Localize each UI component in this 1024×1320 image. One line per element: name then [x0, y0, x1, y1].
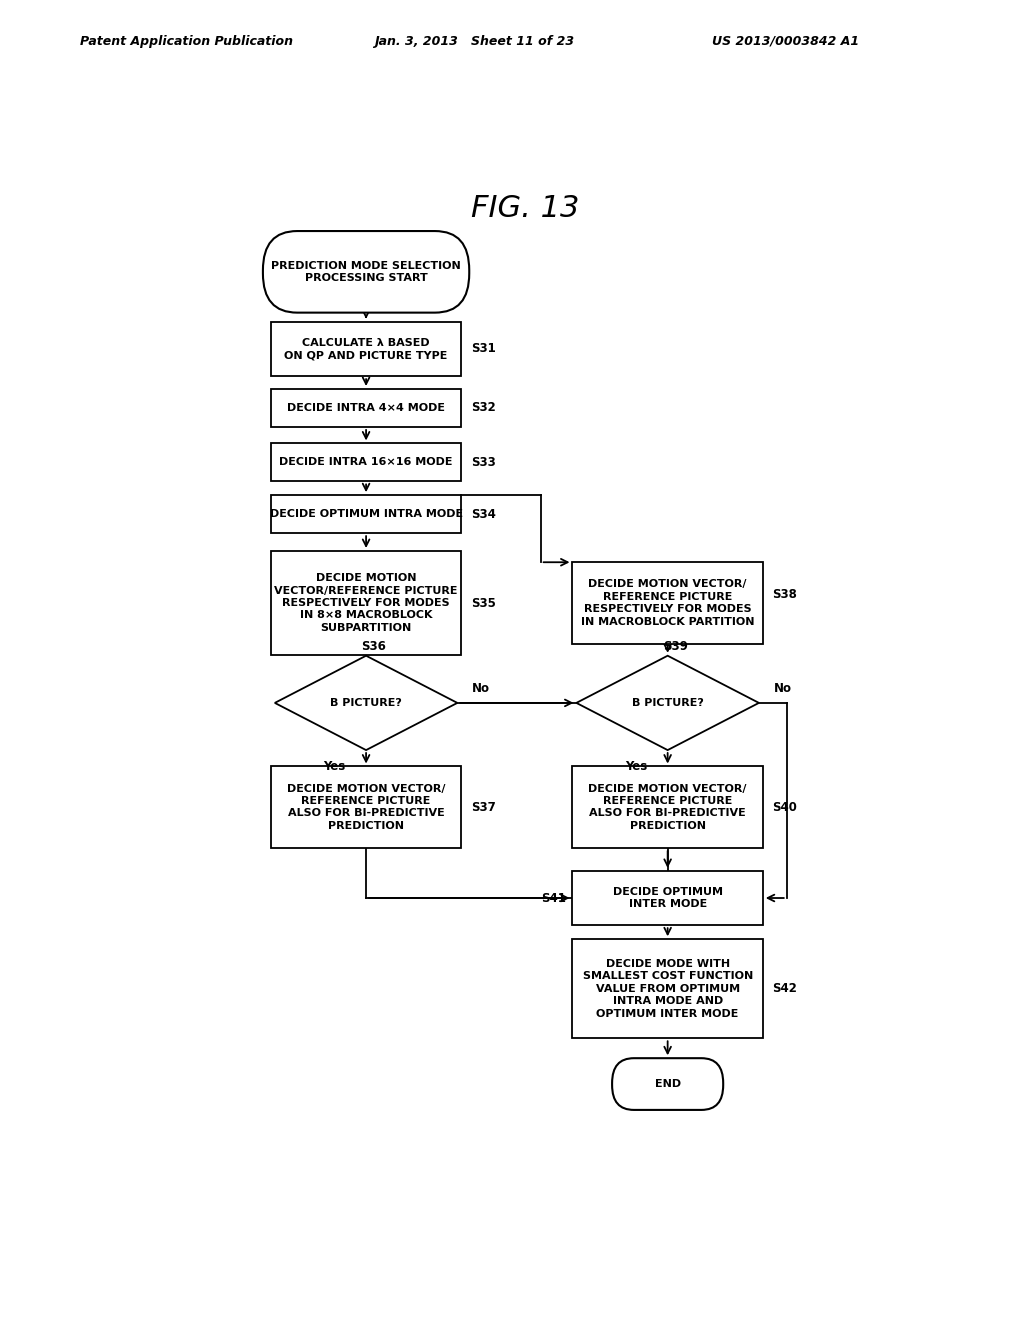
FancyBboxPatch shape — [270, 550, 461, 655]
Text: Yes: Yes — [324, 760, 345, 774]
FancyBboxPatch shape — [612, 1059, 723, 1110]
FancyBboxPatch shape — [572, 871, 763, 925]
Text: Yes: Yes — [625, 760, 647, 774]
Text: S41: S41 — [541, 891, 565, 904]
Text: S40: S40 — [772, 801, 798, 813]
Text: DECIDE MODE WITH
SMALLEST COST FUNCTION
VALUE FROM OPTIMUM
INTRA MODE AND
OPTIMU: DECIDE MODE WITH SMALLEST COST FUNCTION … — [583, 958, 753, 1019]
FancyBboxPatch shape — [270, 444, 461, 482]
Text: S39: S39 — [664, 640, 688, 653]
Text: S38: S38 — [772, 587, 798, 601]
Text: No: No — [472, 682, 490, 694]
Text: US 2013/0003842 A1: US 2013/0003842 A1 — [712, 34, 859, 48]
Text: DECIDE INTRA 16×16 MODE: DECIDE INTRA 16×16 MODE — [280, 458, 453, 467]
FancyBboxPatch shape — [572, 562, 763, 644]
Text: CALCULATE λ BASED
ON QP AND PICTURE TYPE: CALCULATE λ BASED ON QP AND PICTURE TYPE — [285, 338, 447, 360]
Text: END: END — [654, 1078, 681, 1089]
Text: DECIDE MOTION VECTOR/
REFERENCE PICTURE
ALSO FOR BI-PREDICTIVE
PREDICTION: DECIDE MOTION VECTOR/ REFERENCE PICTURE … — [589, 784, 746, 830]
Text: S42: S42 — [772, 982, 798, 995]
Text: DECIDE MOTION VECTOR/
REFERENCE PICTURE
ALSO FOR BI-PREDICTIVE
PREDICTION: DECIDE MOTION VECTOR/ REFERENCE PICTURE … — [287, 784, 445, 830]
Text: DECIDE OPTIMUM
INTER MODE: DECIDE OPTIMUM INTER MODE — [612, 887, 723, 909]
Text: S32: S32 — [471, 401, 496, 414]
Text: S35: S35 — [471, 597, 496, 610]
Text: DECIDE OPTIMUM INTRA MODE: DECIDE OPTIMUM INTRA MODE — [269, 510, 463, 519]
Text: PREDICTION MODE SELECTION
PROCESSING START: PREDICTION MODE SELECTION PROCESSING STA… — [271, 260, 461, 282]
Text: S34: S34 — [471, 508, 496, 520]
FancyBboxPatch shape — [572, 940, 763, 1039]
Text: FIG. 13: FIG. 13 — [471, 194, 579, 223]
FancyBboxPatch shape — [270, 767, 461, 849]
Text: DECIDE MOTION
VECTOR/REFERENCE PICTURE
RESPECTIVELY FOR MODES
IN 8×8 MACROBLOCK
: DECIDE MOTION VECTOR/REFERENCE PICTURE R… — [274, 573, 458, 632]
Text: S33: S33 — [471, 455, 496, 469]
Text: S36: S36 — [361, 640, 386, 653]
Text: B PICTURE?: B PICTURE? — [632, 698, 703, 708]
Text: No: No — [774, 682, 792, 694]
FancyBboxPatch shape — [270, 389, 461, 428]
Text: S31: S31 — [471, 342, 496, 355]
FancyBboxPatch shape — [270, 495, 461, 533]
FancyBboxPatch shape — [270, 322, 461, 376]
Polygon shape — [577, 656, 759, 750]
Text: DECIDE INTRA 4×4 MODE: DECIDE INTRA 4×4 MODE — [287, 403, 445, 413]
Text: DECIDE MOTION VECTOR/
REFERENCE PICTURE
RESPECTIVELY FOR MODES
IN MACROBLOCK PAR: DECIDE MOTION VECTOR/ REFERENCE PICTURE … — [581, 579, 755, 627]
FancyBboxPatch shape — [263, 231, 469, 313]
Polygon shape — [274, 656, 458, 750]
Text: Jan. 3, 2013   Sheet 11 of 23: Jan. 3, 2013 Sheet 11 of 23 — [374, 34, 573, 48]
Text: S37: S37 — [471, 801, 496, 813]
Text: Patent Application Publication: Patent Application Publication — [80, 34, 293, 48]
FancyBboxPatch shape — [572, 767, 763, 849]
Text: B PICTURE?: B PICTURE? — [330, 698, 402, 708]
